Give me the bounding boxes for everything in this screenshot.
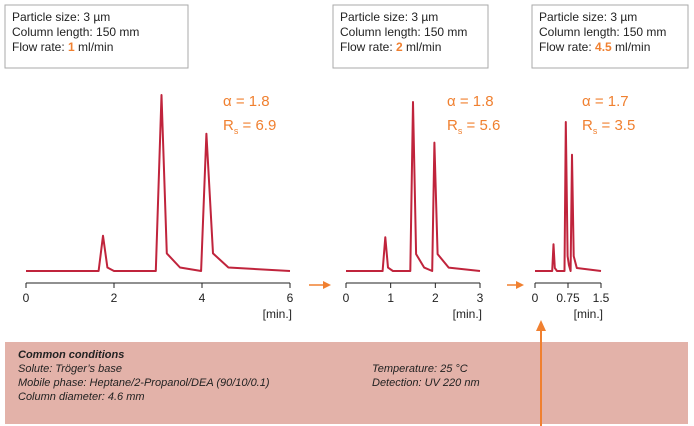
arrow-head — [516, 281, 524, 289]
x-tick-label: 1.5 — [593, 291, 610, 305]
x-tick-label: 3 — [477, 291, 484, 305]
conditions-box — [5, 342, 688, 424]
flow-value: 2 — [396, 40, 403, 54]
condition: Detection: UV 220 nm — [372, 377, 480, 389]
info-line: Column length: 150 mm — [539, 25, 666, 39]
alpha-label: α = 1.8 — [223, 93, 270, 110]
rs-value: = 6.9 — [238, 117, 276, 134]
info-line: Column length: 150 mm — [340, 25, 467, 39]
info-line: Flow rate: 1 ml/min — [12, 40, 113, 54]
alpha-label: α = 1.7 — [582, 93, 629, 110]
condition: Temperature: 25 °C — [372, 363, 468, 375]
conditions-title: Common conditions — [18, 349, 124, 361]
rs-subscript: s — [593, 126, 598, 136]
x-axis-label: [min.] — [263, 307, 292, 321]
flow-label: Flow rate: — [539, 40, 595, 54]
flow-unit: ml/min — [75, 40, 114, 54]
chromatogram-trace — [26, 94, 291, 272]
rs-symbol: R — [447, 117, 458, 134]
x-tick-label: 0.75 — [556, 291, 580, 305]
x-tick-label: 0 — [343, 291, 350, 305]
rs-value: = 5.6 — [462, 117, 500, 134]
arrows — [309, 281, 546, 426]
arrow-head — [323, 281, 331, 289]
chromatogram-trace — [346, 101, 481, 272]
x-tick-label: 1 — [387, 291, 394, 305]
info-box — [332, 4, 489, 69]
x-tick-label: 4 — [199, 291, 206, 305]
rs-value: = 3.5 — [597, 117, 635, 134]
info-line: Column length: 150 mm — [12, 25, 139, 39]
info-line: Particle size: 3 µm — [12, 10, 110, 24]
arrow-head — [536, 320, 546, 331]
flow-value: 1 — [68, 40, 75, 54]
flow-label: Flow rate: — [340, 40, 396, 54]
rs-symbol: R — [223, 117, 234, 134]
alpha-label: α = 1.8 — [447, 93, 494, 110]
rs-symbol: R — [582, 117, 593, 134]
x-tick-label: 0 — [23, 291, 30, 305]
info-box — [4, 4, 189, 69]
x-tick-label: 6 — [287, 291, 294, 305]
info-box — [531, 4, 689, 69]
condition: Solute: Tröger’s base — [18, 363, 122, 375]
x-tick-label: 0 — [532, 291, 539, 305]
rs-subscript: s — [234, 126, 239, 136]
x-axis-label: [min.] — [453, 307, 482, 321]
flow-value: 4.5 — [595, 40, 612, 54]
info-line: Particle size: 3 µm — [340, 10, 438, 24]
x-tick-label: 2 — [432, 291, 439, 305]
flow-unit: ml/min — [612, 40, 651, 54]
info-line: Flow rate: 4.5 ml/min — [539, 40, 650, 54]
condition: Column diameter: 4.6 mm — [18, 391, 145, 403]
rs-label: Rs = 3.5 — [582, 117, 635, 136]
info-line: Flow rate: 2 ml/min — [340, 40, 441, 54]
rs-label: Rs = 6.9 — [223, 117, 276, 136]
flow-label: Flow rate: — [12, 40, 68, 54]
info-line: Particle size: 3 µm — [539, 10, 637, 24]
chromatogram-trace — [535, 121, 602, 272]
x-tick-label: 2 — [111, 291, 118, 305]
x-axis-label: [min.] — [574, 307, 603, 321]
flow-unit: ml/min — [403, 40, 442, 54]
condition: Mobile phase: Heptane/2-Propanol/DEA (90… — [18, 377, 270, 389]
rs-label: Rs = 5.6 — [447, 117, 500, 136]
rs-subscript: s — [458, 126, 463, 136]
